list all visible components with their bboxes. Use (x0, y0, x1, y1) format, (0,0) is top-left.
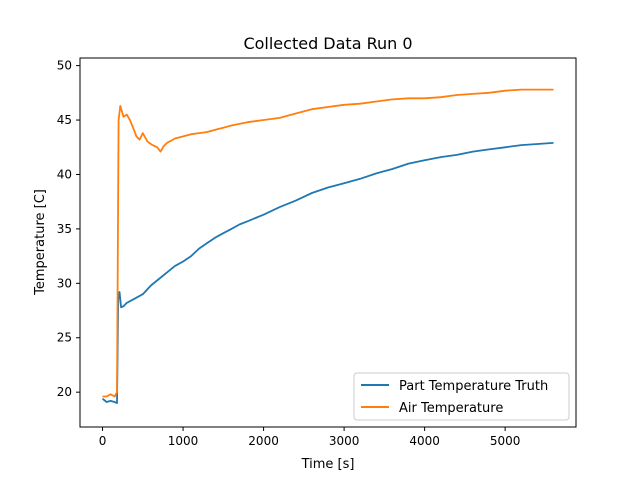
y-tick-label: 25 (57, 331, 72, 345)
legend-label-part: Part Temperature Truth (399, 379, 548, 394)
legend-box (353, 372, 570, 421)
series-line-air-temperature (102, 88, 554, 398)
y-axis-ticks: 20 25 30 35 40 45 50 (57, 59, 80, 399)
chart-title: Collected Data Run 0 (243, 34, 412, 53)
x-tick-label: 4000 (409, 434, 440, 448)
x-axis-label: Time [s] (301, 457, 355, 472)
legend: Part Temperature Truth Air Temperature (353, 372, 570, 421)
y-tick-label: 20 (57, 385, 72, 399)
x-tick-label: 5000 (490, 434, 521, 448)
legend-label-air: Air Temperature (399, 401, 503, 416)
x-tick-label: 1000 (168, 434, 199, 448)
x-tick-label: 0 (99, 434, 107, 448)
y-tick-label: 40 (57, 167, 72, 181)
x-tick-label: 3000 (329, 434, 360, 448)
x-axis-ticks: 0 1000 2000 3000 4000 5000 (99, 427, 521, 448)
y-axis-label: Temperature [C] (33, 189, 48, 296)
y-tick-label: 45 (57, 113, 72, 127)
series-line-part-temperature (101, 142, 554, 405)
plot-lines (101, 88, 554, 405)
plot-frame (79, 57, 577, 428)
y-tick-label: 35 (57, 222, 72, 236)
y-tick-label: 50 (57, 59, 72, 73)
x-tick-label: 2000 (248, 434, 279, 448)
y-tick-label: 30 (57, 276, 72, 290)
